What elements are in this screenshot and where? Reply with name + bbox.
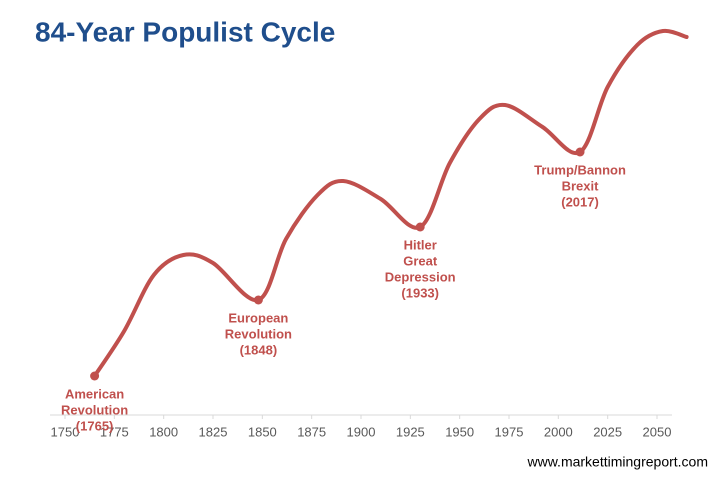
x-tick-label: 1925 bbox=[396, 424, 425, 439]
annotation-marker bbox=[253, 295, 263, 305]
x-tick-label: 1875 bbox=[297, 424, 326, 439]
annotation-text: Revolution bbox=[61, 402, 128, 417]
annotation-text: American bbox=[65, 386, 124, 401]
source: www.markettimingreport.com bbox=[527, 454, 709, 470]
annotation-text: Brexit bbox=[562, 178, 600, 193]
annotation-marker bbox=[575, 147, 585, 157]
line bbox=[92, 28, 689, 378]
annotation-text: (1848) bbox=[240, 342, 278, 357]
x-tick-label: 2025 bbox=[593, 424, 622, 439]
x-tick-label: 1750 bbox=[51, 424, 80, 439]
annotation-text: Depression bbox=[385, 269, 456, 284]
x-tick-label: 1950 bbox=[445, 424, 474, 439]
annotation-text: (1765) bbox=[76, 418, 114, 433]
annotation-marker bbox=[415, 222, 425, 232]
x-tick-label: 1775 bbox=[100, 424, 129, 439]
annotation-text: Trump/Bannon bbox=[534, 162, 626, 177]
chart-title: 84-Year Populist Cycle bbox=[35, 16, 335, 47]
x-tick-label: 1800 bbox=[149, 424, 178, 439]
x-tick-label: 1825 bbox=[199, 424, 228, 439]
annotation-text: (1933) bbox=[401, 285, 439, 300]
annotation-text: European bbox=[228, 310, 288, 325]
annotation-marker bbox=[90, 371, 100, 381]
annotation-text: (2017) bbox=[561, 194, 599, 209]
annotation-text: Hitler bbox=[404, 237, 437, 252]
x-tick-label: 2050 bbox=[643, 424, 672, 439]
annotation-text: Great bbox=[403, 253, 438, 268]
x-tick-label: 1850 bbox=[248, 424, 277, 439]
x-tick-label: 1975 bbox=[495, 424, 524, 439]
x-tick-label: 2000 bbox=[544, 424, 573, 439]
x-tick-label: 1900 bbox=[347, 424, 376, 439]
annotation-text: Revolution bbox=[225, 326, 292, 341]
